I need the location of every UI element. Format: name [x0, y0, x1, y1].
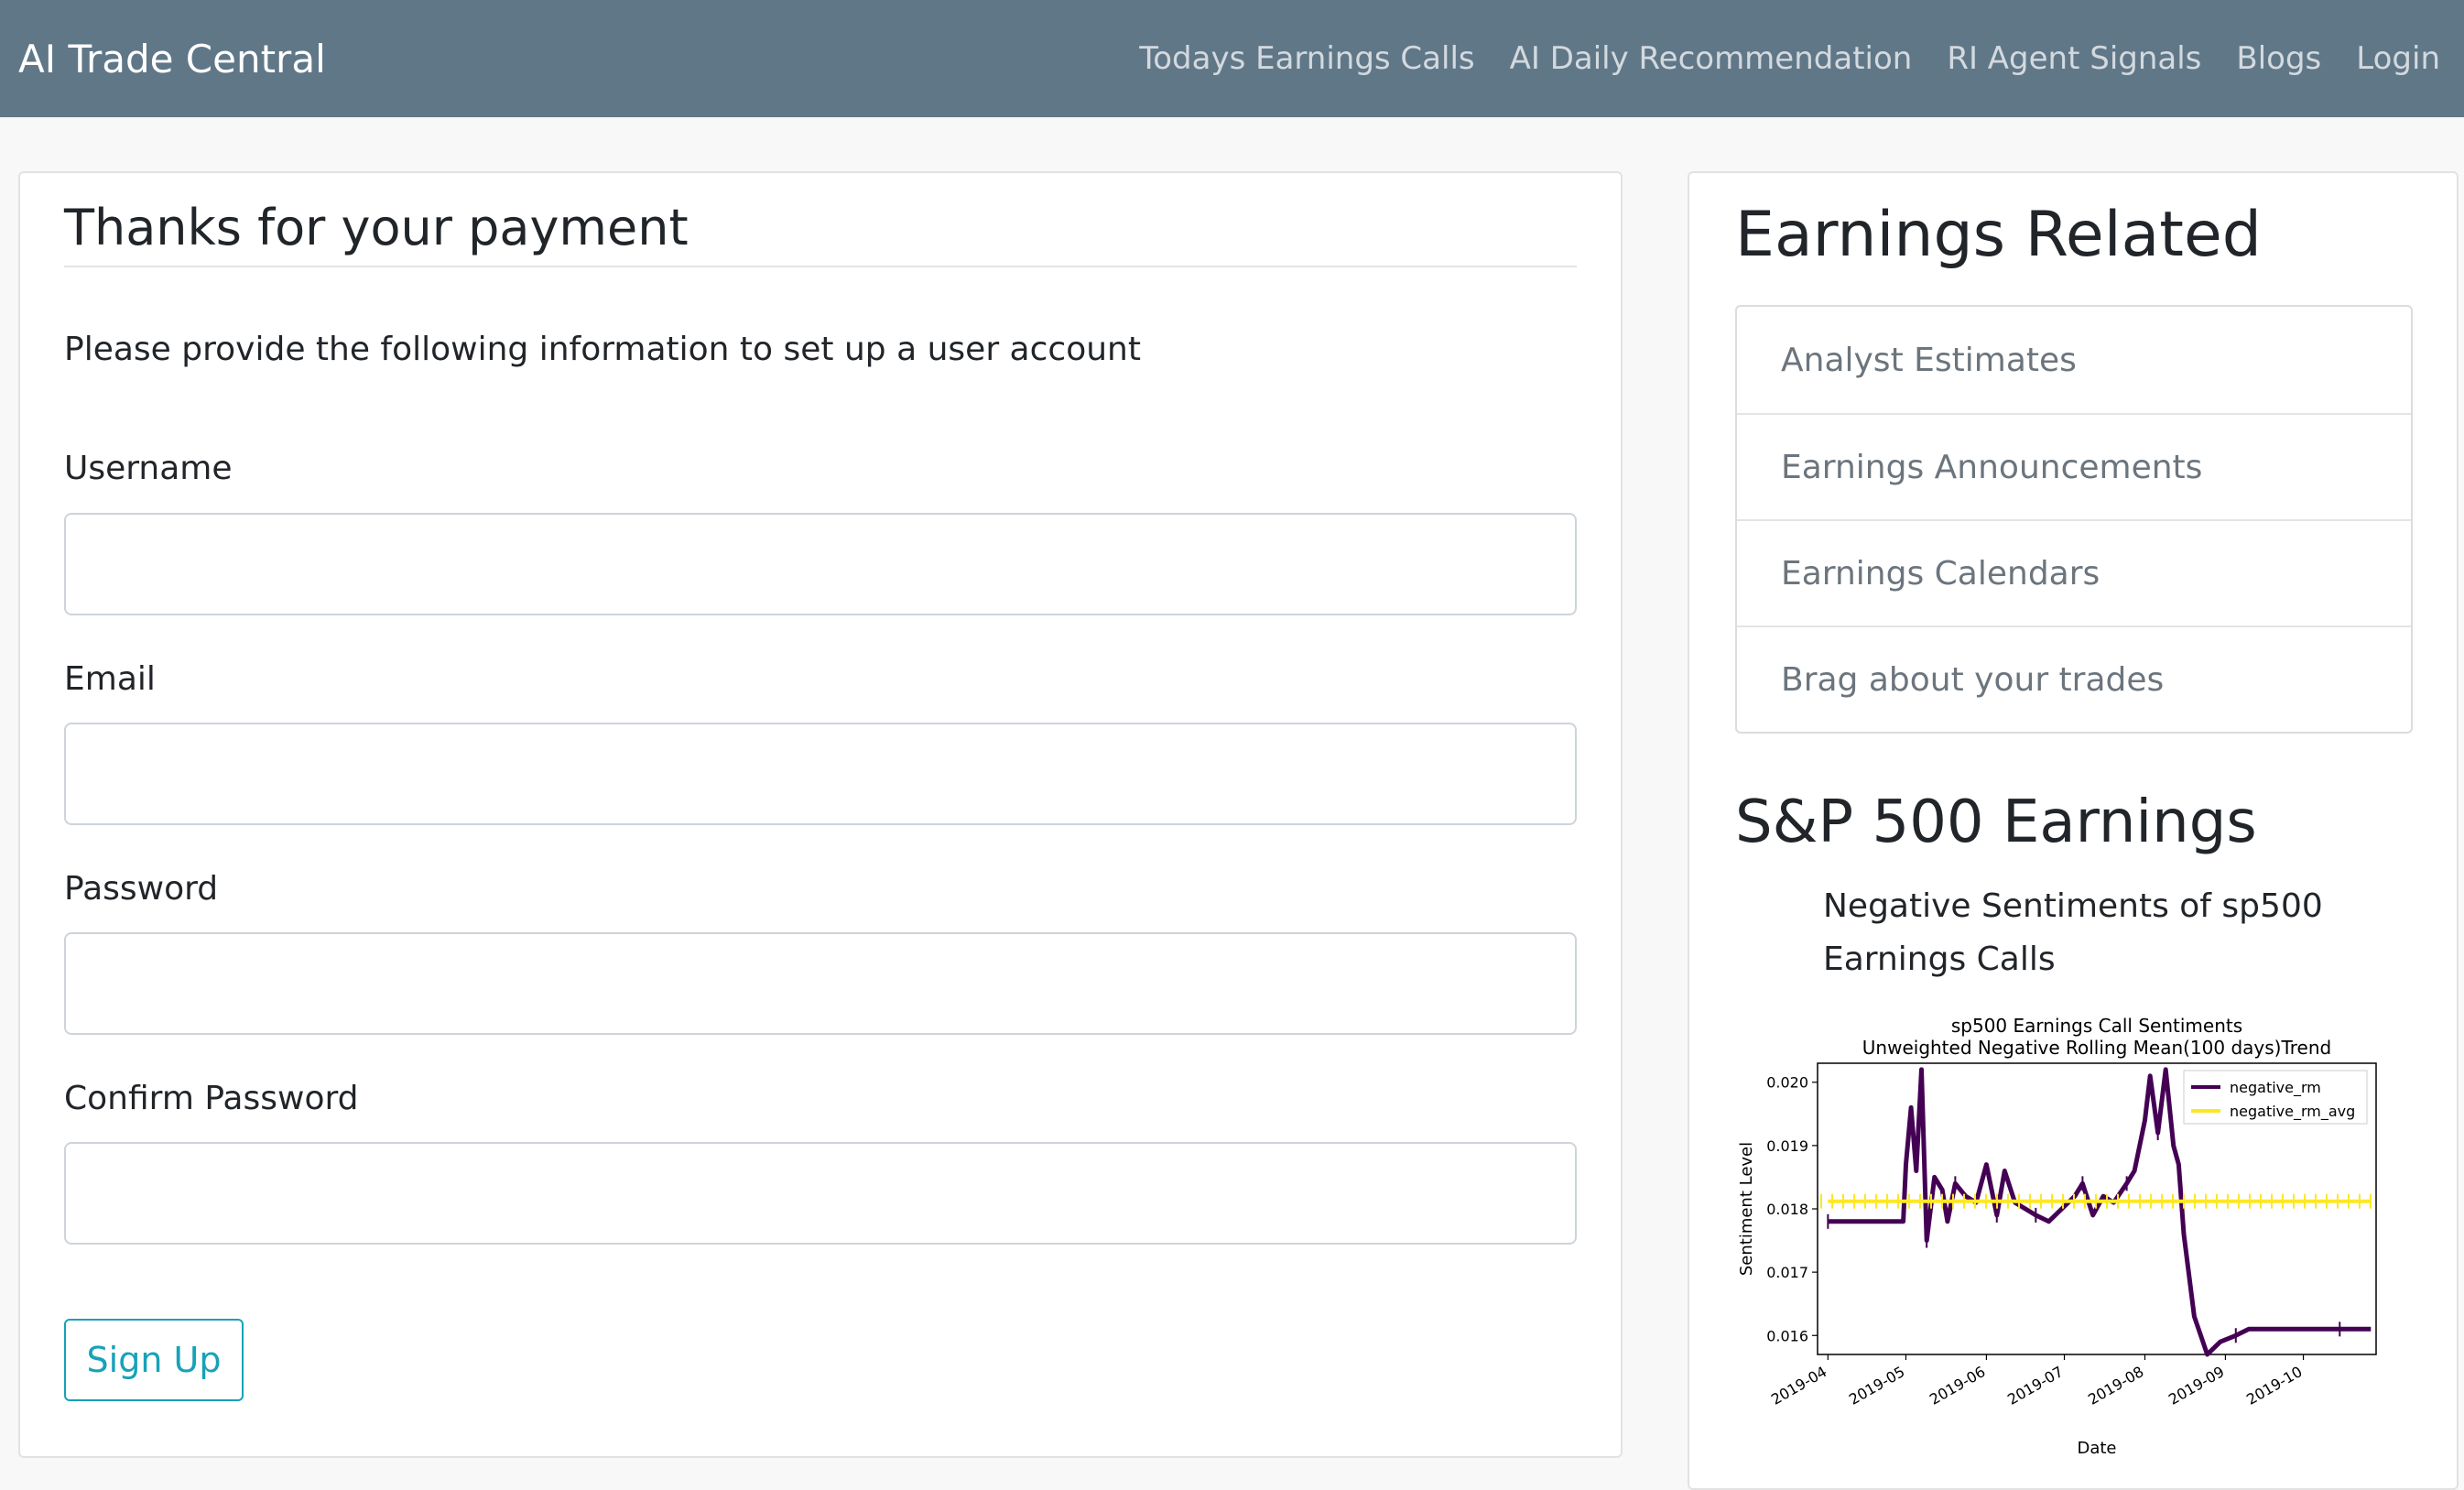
- nav-link-login[interactable]: Login: [2356, 40, 2440, 77]
- list-item-analyst-estimates[interactable]: Analyst Estimates: [1781, 341, 2077, 379]
- email-input[interactable]: [64, 723, 1577, 825]
- form-intro-text: Please provide the following information…: [64, 331, 1141, 368]
- x-tick-label: 2019-04: [1768, 1363, 1829, 1408]
- sp500-earnings-title: S&P 500 Earnings: [1735, 789, 2257, 856]
- earnings-related-title: Earnings Related: [1735, 199, 2262, 271]
- page-title: Thanks for your payment: [64, 199, 1577, 267]
- chart-caption: Negative Sentiments of sp500 Earnings Ca…: [1823, 887, 2323, 978]
- x-tick-label: 2019-07: [2004, 1363, 2066, 1408]
- password-label: Password: [64, 870, 219, 908]
- legend-label-negative_rm: negative_rm: [2230, 1079, 2321, 1097]
- chart-title-line: sp500 Earnings Call Sentiments: [1951, 1016, 2242, 1037]
- y-tick-label: 0.019: [1766, 1137, 1808, 1155]
- chart-title-line: Unweighted Negative Rolling Mean(100 day…: [1862, 1037, 2331, 1059]
- confirm-password-input[interactable]: [64, 1142, 1577, 1245]
- nav-link-ai-daily-recommendation[interactable]: AI Daily Recommendation: [1509, 40, 1913, 77]
- email-label: Email: [64, 660, 156, 698]
- sign-up-button[interactable]: Sign Up: [64, 1319, 244, 1401]
- top-navbar: AI Trade Central Todays Earnings Calls A…: [0, 0, 2464, 117]
- password-input[interactable]: [64, 932, 1577, 1035]
- confirm-password-label: Confirm Password: [64, 1080, 359, 1117]
- earnings-links-list: Analyst Estimates Earnings Announcements…: [1735, 305, 2413, 734]
- x-axis-label: Date: [2077, 1439, 2116, 1458]
- x-tick-label: 2019-06: [1927, 1363, 1988, 1408]
- y-tick-label: 0.020: [1766, 1074, 1808, 1092]
- legend-label-negative_rm_avg: negative_rm_avg: [2230, 1103, 2355, 1121]
- sentiment-chart: sp500 Earnings Call SentimentsUnweighted…: [1737, 1016, 2377, 1458]
- nav-links: Todays Earnings Calls AI Daily Recommend…: [1104, 40, 2440, 77]
- list-item-earnings-calendars[interactable]: Earnings Calendars: [1737, 519, 2411, 625]
- list-item-brag-about-trades[interactable]: Brag about your trades: [1737, 625, 2411, 732]
- x-tick-label: 2019-10: [2243, 1363, 2305, 1408]
- x-tick-label: 2019-09: [2165, 1363, 2227, 1408]
- nav-link-ri-agent-signals[interactable]: RI Agent Signals: [1947, 40, 2202, 77]
- sidebar-card: Earnings Related Analyst Estimates Earni…: [1688, 171, 2459, 1490]
- username-label: Username: [64, 450, 233, 487]
- y-axis-label: Sentiment Level: [1737, 1142, 1756, 1276]
- nav-link-todays-earnings-calls[interactable]: Todays Earnings Calls: [1139, 40, 1475, 77]
- y-tick-label: 0.016: [1766, 1327, 1808, 1344]
- username-input[interactable]: [64, 513, 1577, 615]
- list-item-earnings-announcements[interactable]: Earnings Announcements: [1737, 413, 2411, 519]
- signup-form-card: Thanks for your payment Please provide t…: [18, 171, 1623, 1458]
- x-tick-label: 2019-08: [2085, 1363, 2146, 1408]
- x-tick-label: 2019-05: [1846, 1363, 1907, 1408]
- y-tick-label: 0.018: [1766, 1201, 1808, 1218]
- nav-link-blogs[interactable]: Blogs: [2236, 40, 2322, 77]
- chart-legend-box: [2183, 1070, 2368, 1125]
- brand-link[interactable]: AI Trade Central: [18, 36, 326, 82]
- y-tick-label: 0.017: [1766, 1264, 1808, 1281]
